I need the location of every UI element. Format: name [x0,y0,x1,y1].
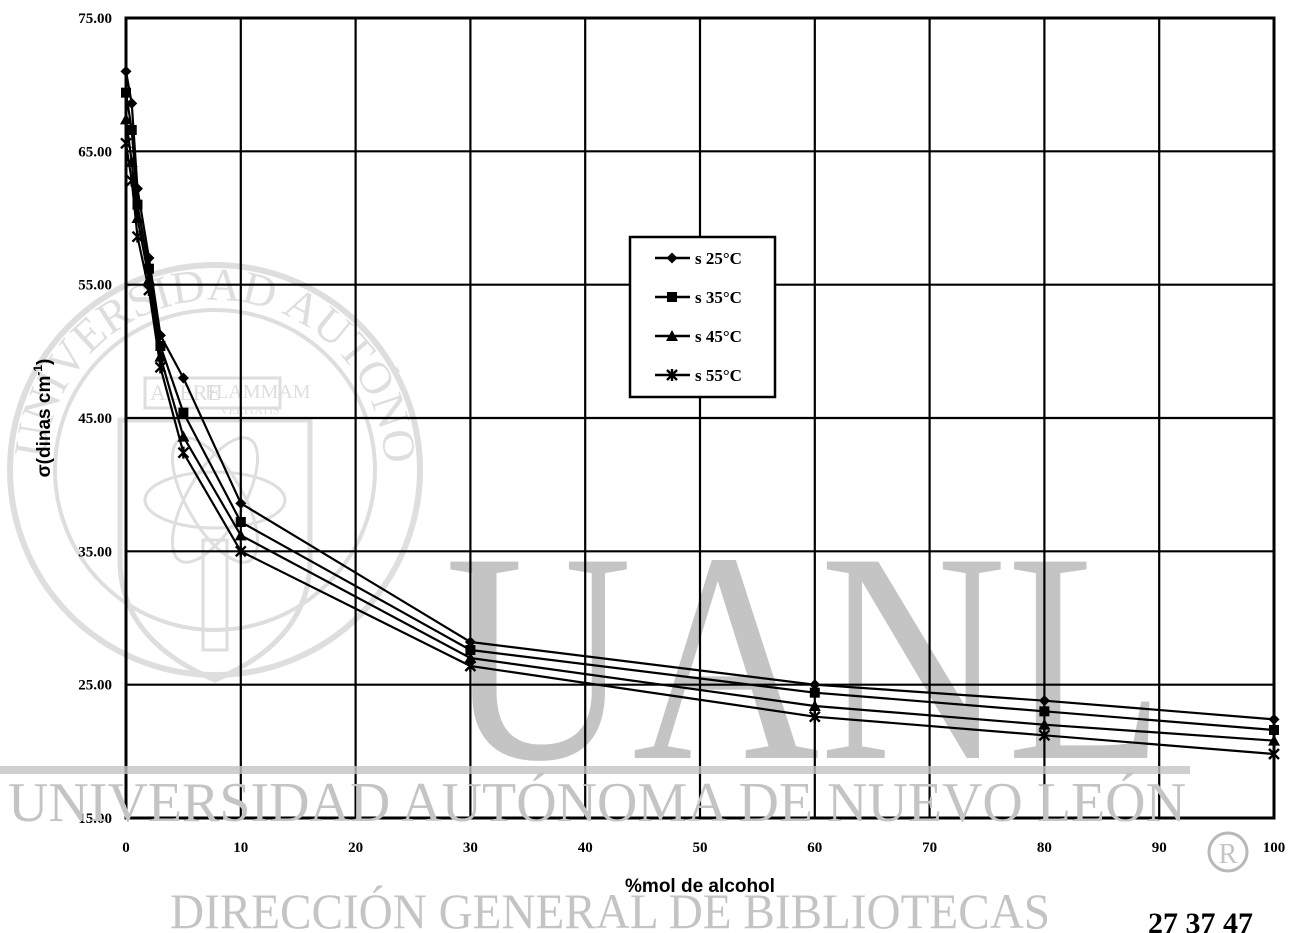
data-point-s4-1 [125,174,138,187]
data-point-s1-9 [1038,695,1050,707]
x-axis-ticks: 0 10 20 30 40 50 60 70 80 90 100 [122,840,1285,856]
x-tick-label: 10 [233,840,248,856]
registered-mark: R [1219,839,1238,870]
plot-frame [124,16,1276,820]
legend-marker-2 [667,292,677,302]
seal-motto-3: VERITATIS [220,403,280,417]
data-point-s2-8 [809,687,820,698]
data-point-s2-1 [126,125,137,135]
data-point-s3-6 [234,529,247,541]
university-name-watermark: UNIVERSIDAD AUTÓNOMA DE NUEVO LEÓN [8,771,1186,834]
data-point-s3-4 [154,350,167,362]
data-point-s3-7 [464,652,477,663]
data-point-s1-1 [126,97,138,109]
x-tick-label: 90 [1152,840,1167,856]
y-tick-label: 45.00 [78,411,112,427]
data-point-s1-2 [131,183,143,195]
library-direction-watermark: DIRECCIÓN GENERAL DE BIBLIOTECAS [170,883,1050,933]
y-tick-label: 25.00 [78,678,112,694]
data-point-s4-9 [1038,729,1051,742]
data-point-s3-10 [1268,734,1280,746]
data-point-s2-10 [1269,725,1279,735]
legend-label: s 35°C [695,288,742,307]
data-point-s4-8 [808,710,821,723]
data-point-s4-0 [120,137,132,150]
data-point-s3-1 [125,156,138,167]
data-point-s2-2 [132,199,143,210]
x-tick-label: 20 [348,840,363,856]
data-point-s4-2 [131,230,144,243]
data-point-s2-7 [465,645,476,655]
legend-marker-4 [666,369,678,381]
caption-fragment: 27 37 47 [1148,907,1253,933]
y-axis-ticks: 15.00 25.00 35.00 45.00 55.00 65.00 75.00 [78,11,112,827]
data-point-s3-2 [131,212,144,223]
data-point-s2-5 [178,407,189,418]
data-point-s2-4 [155,341,166,351]
data-point-s3-0 [120,113,132,125]
data-point-s4-3 [143,284,155,296]
legend-marker-3 [666,330,678,341]
legend-label: s 25°C [695,249,742,268]
data-point-s1-5 [177,372,189,384]
y-tick-label: 65.00 [78,144,112,160]
x-tick-label: 70 [922,840,937,856]
legend-marker-1 [666,252,678,264]
data-point-s1-8 [809,679,821,691]
data-point-s2-3 [143,263,154,274]
data-point-s3-8 [808,700,821,711]
y-axis-title-sup: -1 [31,365,45,376]
data-point-s2-0 [121,87,131,98]
x-tick-label: 0 [122,840,130,856]
legend: s 25°C s 35°C s 45°C s 55°C [628,235,777,399]
data-point-s1-6 [235,497,247,509]
y-axis-title: σ(dinas cm-1) [31,359,55,478]
y-tick-label: 75.00 [78,11,112,27]
x-tick-label: 100 [1263,840,1286,856]
data-point-s2-6 [235,517,246,527]
data-point-s3-3 [142,273,155,285]
data-point-s4-6 [234,545,247,558]
legend-label: s 45°C [695,327,742,346]
data-point-s4-4 [154,361,167,374]
data-point-s4-10 [1268,748,1280,760]
data-point-s3-9 [1038,718,1051,730]
series-markers [120,65,1280,760]
y-tick-label: 55.00 [78,278,112,294]
x-axis-title: %mol de alcohol [625,876,775,897]
y-axis-title-main: σ(dinas cm [34,376,55,478]
y-axis-title-end: ) [34,359,55,365]
x-tick-label: 60 [807,840,822,856]
data-point-s4-7 [464,660,477,672]
x-tick-label: 80 [1037,840,1052,856]
data-point-s1-10 [1268,713,1280,725]
y-tick-label: 15.00 [78,811,112,827]
seal-motto-2: FLAMMAM [205,381,311,403]
x-tick-label: 40 [578,840,593,856]
data-point-s1-0 [120,65,132,77]
legend-label: s 55°C [695,366,742,385]
x-tick-label: 50 [693,840,708,856]
data-point-s4-5 [177,446,190,459]
data-point-s1-3 [143,252,155,264]
data-point-s1-4 [154,329,166,341]
y-tick-label: 35.00 [78,544,112,560]
data-point-s2-9 [1039,706,1050,717]
data-point-s3-5 [177,430,190,442]
data-point-s1-7 [464,636,476,648]
x-tick-label: 30 [463,840,478,856]
